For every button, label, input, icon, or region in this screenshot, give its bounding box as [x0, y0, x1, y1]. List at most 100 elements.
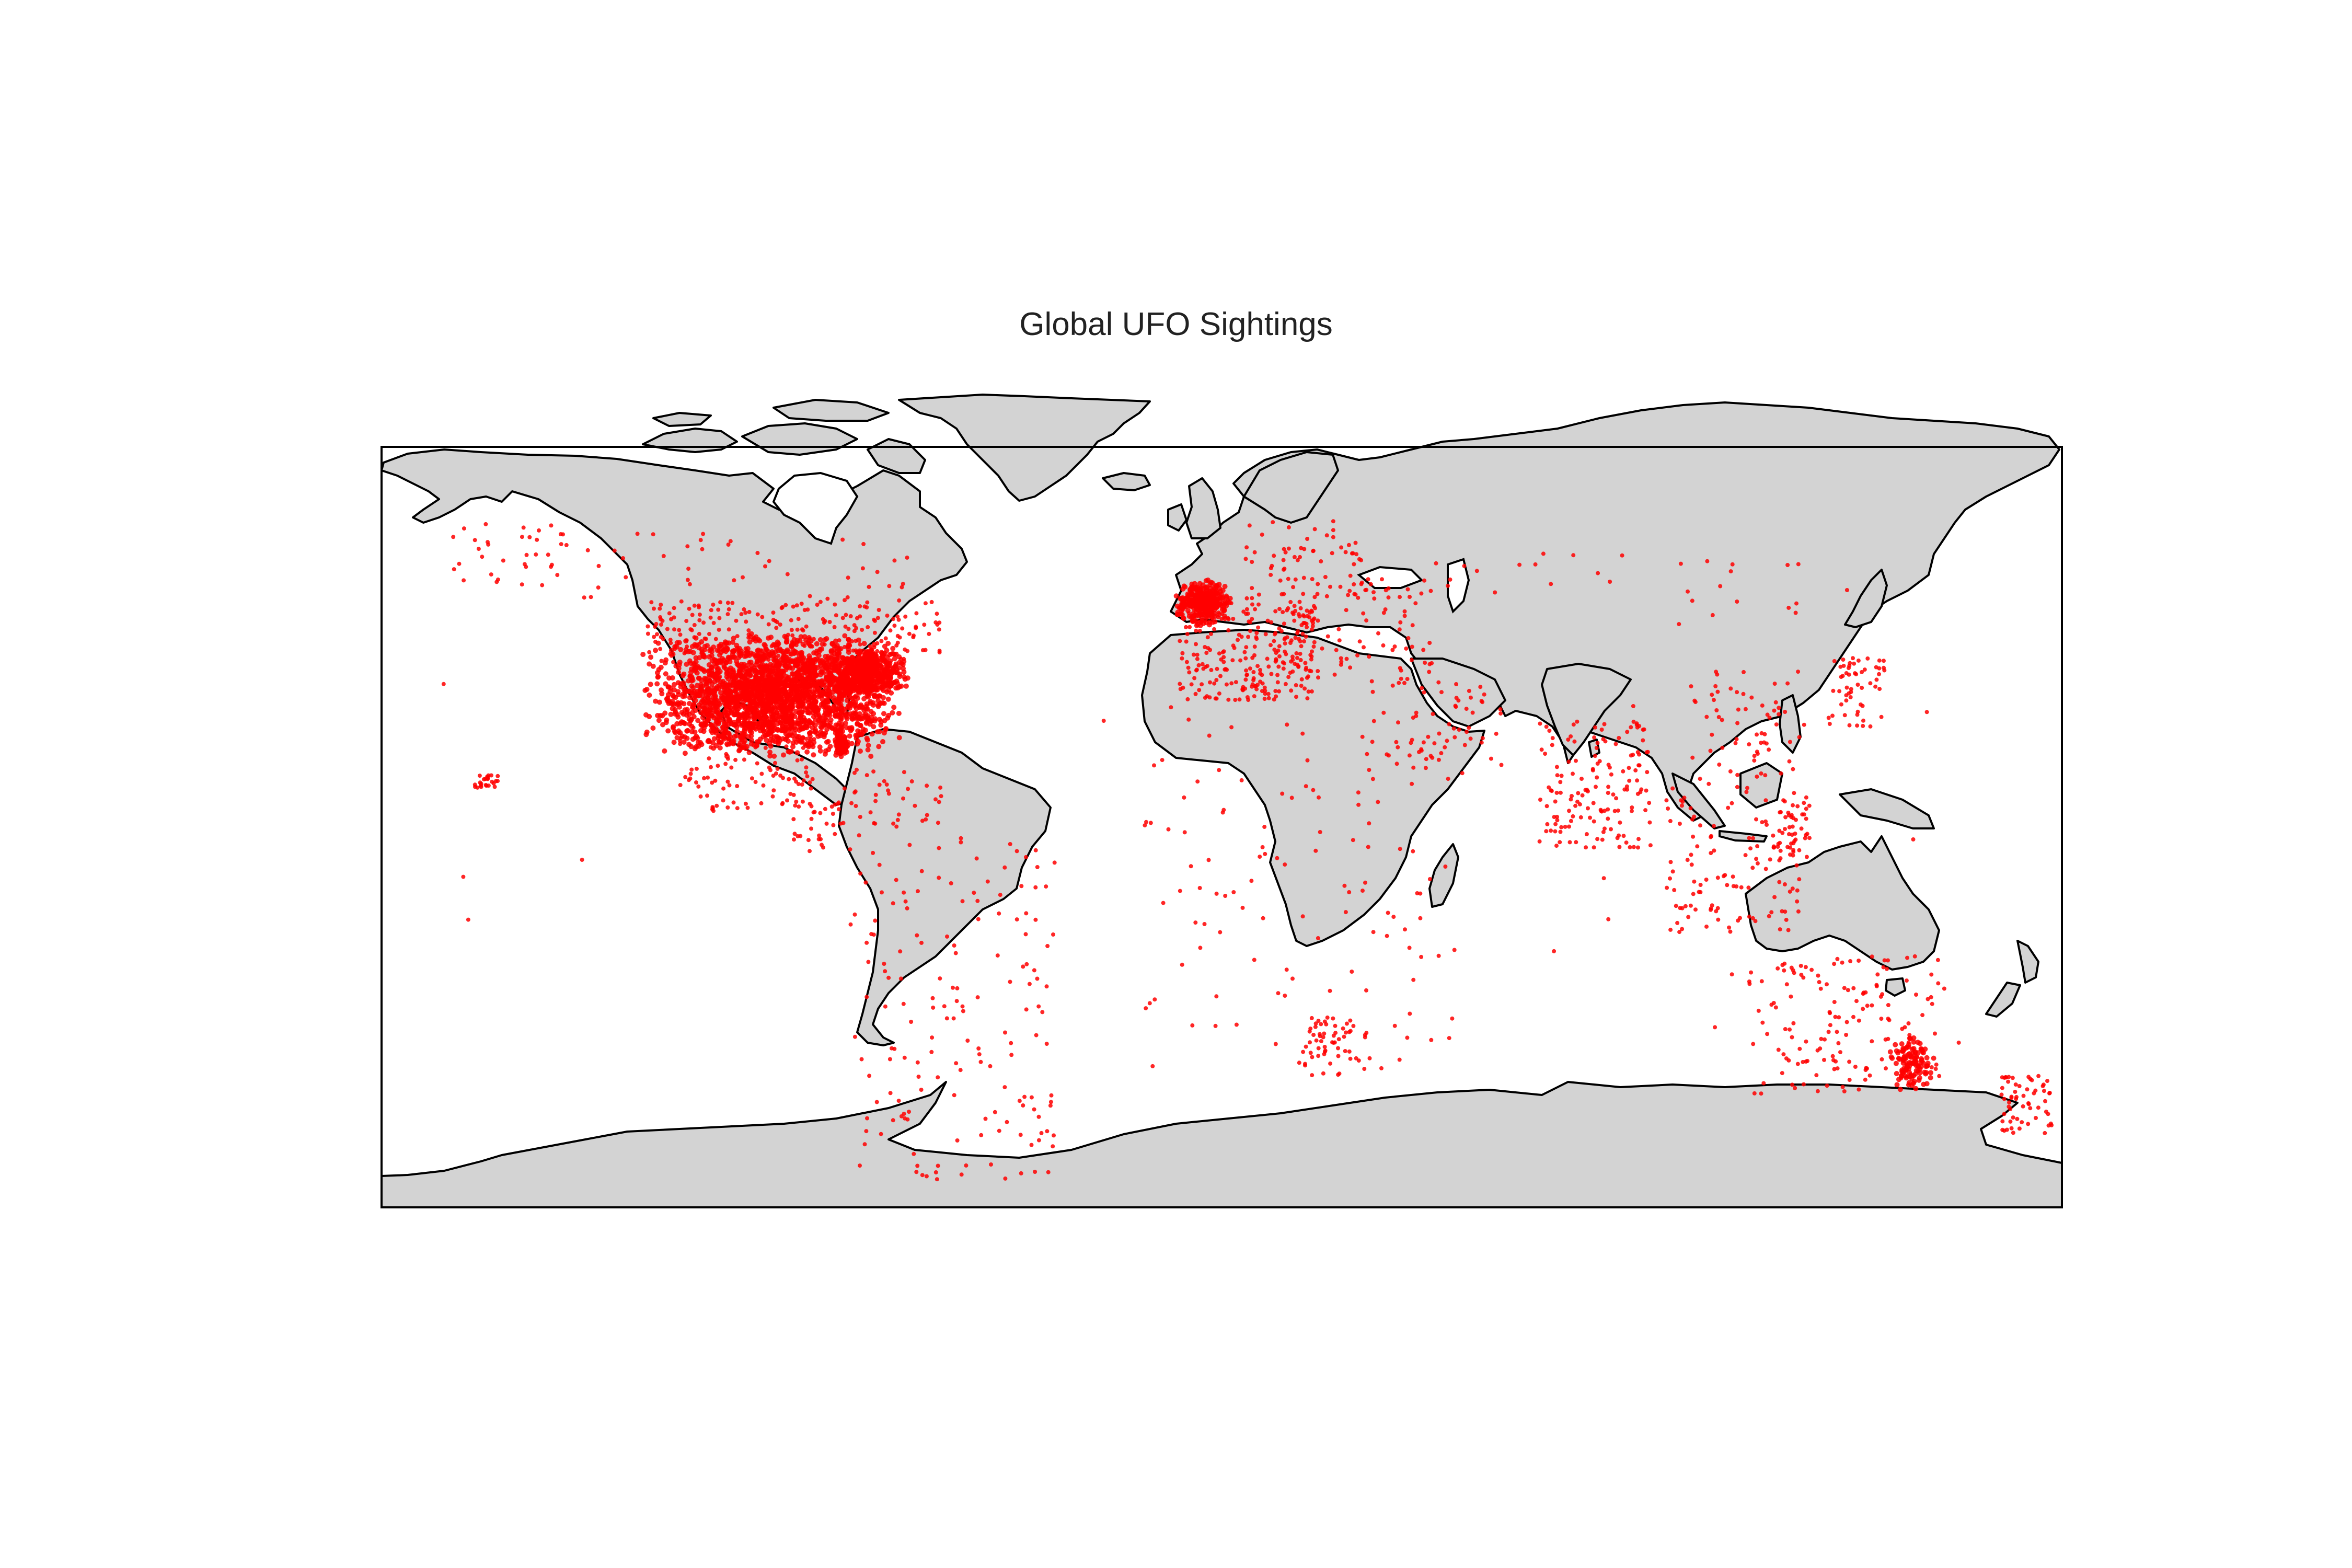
- sighting-point: [1272, 697, 1276, 702]
- sighting-point: [1541, 551, 1546, 556]
- sighting-point: [1193, 613, 1199, 618]
- sighting-point: [1853, 671, 1857, 676]
- sighting-point: [709, 682, 715, 687]
- sighting-point: [868, 674, 874, 680]
- sighting-point: [1553, 822, 1558, 826]
- sighting-point: [1620, 553, 1624, 558]
- sighting-point: [889, 690, 894, 696]
- sighting-point: [1310, 609, 1315, 614]
- sighting-point: [1323, 575, 1328, 579]
- sighting-point: [856, 675, 862, 681]
- sighting-point: [780, 650, 785, 655]
- sighting-point: [732, 712, 738, 718]
- sighting-point: [1380, 577, 1384, 582]
- sighting-point: [849, 716, 855, 722]
- sighting-point: [732, 578, 736, 583]
- new-zealand-north: [2016, 940, 2039, 984]
- sighting-point: [1780, 909, 1784, 914]
- sighting-point: [1281, 558, 1286, 562]
- sighting-point: [808, 730, 813, 734]
- madagascar: [1428, 843, 1459, 908]
- sighting-point: [736, 718, 742, 724]
- sighting-point: [1600, 837, 1605, 842]
- sighting-point: [659, 659, 664, 663]
- sighting-point: [1717, 762, 1722, 767]
- sighting-point: [1686, 589, 1690, 594]
- sighting-point: [1735, 785, 1739, 789]
- sighting-point: [843, 598, 847, 603]
- sighting-point: [696, 675, 702, 681]
- sighting-point: [1022, 1094, 1027, 1099]
- sighting-point: [1203, 665, 1208, 669]
- sighting-point: [493, 779, 498, 783]
- sighting-point: [864, 995, 869, 999]
- sighting-point: [852, 623, 857, 628]
- sighting-point: [1877, 658, 1882, 663]
- sighting-point: [852, 1034, 857, 1039]
- sighting-point: [1274, 651, 1278, 655]
- sighting-point: [1784, 917, 1789, 922]
- sighting-point: [863, 665, 869, 671]
- sighting-point: [793, 803, 798, 808]
- sighting-point: [1339, 545, 1344, 550]
- sighting-point: [780, 655, 785, 660]
- sighting-point: [1179, 603, 1184, 607]
- sighting-point: [812, 667, 818, 673]
- sighting-point: [1554, 765, 1559, 769]
- sighting-point: [1730, 801, 1734, 805]
- sighting-point: [860, 628, 864, 632]
- sighting-point: [882, 779, 886, 783]
- sighting-point: [1728, 769, 1733, 774]
- sighting-point: [898, 949, 903, 954]
- sighting-point: [915, 933, 919, 938]
- sighting-point: [734, 729, 740, 734]
- sighting-point: [1263, 632, 1268, 637]
- sighting-point: [520, 535, 524, 539]
- sighting-point: [1034, 1033, 1039, 1037]
- sighting-point: [708, 615, 713, 620]
- sighting-point: [1601, 829, 1606, 834]
- sighting-point: [697, 655, 702, 661]
- sighting-point: [895, 817, 900, 822]
- sighting-point: [1695, 844, 1700, 849]
- sighting-point: [774, 661, 780, 666]
- sighting-point: [989, 1162, 993, 1167]
- sighting-point: [1298, 651, 1302, 656]
- sighting-point: [825, 653, 830, 658]
- sighting-point: [501, 558, 505, 563]
- sighting-point: [1316, 618, 1320, 623]
- sighting-point: [672, 627, 676, 632]
- sighting-point: [704, 637, 708, 641]
- sighting-point: [875, 729, 880, 735]
- sighting-point: [864, 660, 870, 666]
- sighting-point: [882, 652, 886, 657]
- sighting-point: [887, 584, 892, 589]
- sighting-point: [824, 665, 829, 671]
- sighting-point: [1383, 588, 1388, 593]
- sighting-point: [1595, 762, 1600, 766]
- sighting-point: [1370, 740, 1375, 744]
- sighting-point: [1592, 819, 1596, 824]
- sighting-point: [905, 555, 909, 560]
- sighting-point: [596, 585, 601, 590]
- sighting-point: [817, 748, 823, 754]
- sighting-point: [1751, 836, 1755, 840]
- sighting-point: [804, 770, 809, 775]
- sighting-point: [1618, 820, 1622, 825]
- sighting-point: [1353, 540, 1358, 545]
- sighting-point: [1394, 762, 1399, 766]
- sighting-point: [735, 806, 740, 811]
- sighting-point: [694, 766, 699, 771]
- sighting-point: [1253, 684, 1258, 688]
- sighting-point: [808, 780, 812, 785]
- sighting-point: [857, 690, 862, 696]
- sighting-point: [855, 695, 860, 701]
- sighting-point: [707, 756, 711, 761]
- sighting-point: [1838, 664, 1843, 669]
- sighting-point: [1578, 815, 1583, 820]
- sighting-point: [1258, 671, 1263, 676]
- sighting-point: [861, 696, 867, 701]
- sighting-point: [769, 649, 775, 655]
- sighting-point: [1174, 612, 1180, 617]
- sighting-point: [1344, 608, 1348, 613]
